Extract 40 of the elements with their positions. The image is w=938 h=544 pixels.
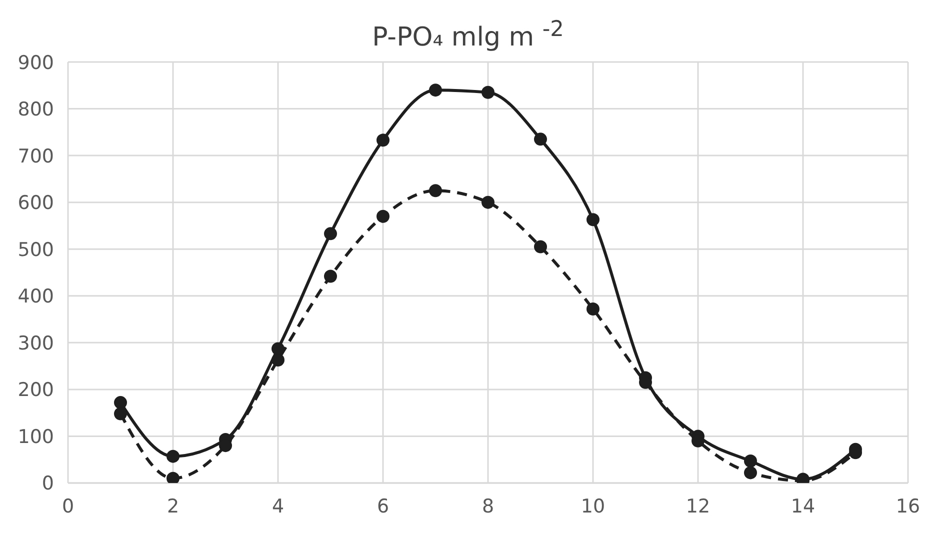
y-tick-label: 100 xyxy=(18,426,54,448)
x-tick-label: 14 xyxy=(790,495,816,518)
point xyxy=(114,407,127,420)
x-tick-label: 0 xyxy=(62,495,74,518)
y-tick-label: 400 xyxy=(18,286,54,308)
y-tick-label: 900 xyxy=(18,52,54,74)
point xyxy=(376,210,390,223)
x-tick-label: 8 xyxy=(482,495,494,518)
y-tick-label: 300 xyxy=(18,332,54,354)
point xyxy=(166,472,180,483)
point xyxy=(166,450,180,463)
x-tick-label: 2 xyxy=(166,495,180,518)
y-tick-label: 200 xyxy=(18,379,54,402)
x-tick-label: 12 xyxy=(686,495,710,518)
point xyxy=(744,466,757,480)
y-tick-label: 0 xyxy=(42,472,54,495)
y-tick-label: 800 xyxy=(18,98,54,121)
point xyxy=(534,240,547,254)
point xyxy=(482,86,494,99)
x-tick-label: 6 xyxy=(376,495,390,518)
point xyxy=(744,454,757,468)
y-tick-label: 500 xyxy=(18,238,54,261)
y-tick-label: 700 xyxy=(18,145,54,168)
point xyxy=(272,353,284,366)
point xyxy=(272,342,284,356)
point xyxy=(534,132,547,146)
y-tick-label: 600 xyxy=(18,192,54,214)
point xyxy=(114,396,127,410)
point xyxy=(376,134,390,147)
point xyxy=(324,227,337,240)
point xyxy=(586,213,600,226)
x-tick-label: 10 xyxy=(580,495,606,518)
point xyxy=(429,84,442,97)
chart-title: P-PO₄ mlg m $^{-2}$ xyxy=(371,16,565,53)
x-tick-label: 16 xyxy=(896,495,920,518)
point xyxy=(586,302,600,316)
x-tick-label: 4 xyxy=(272,495,284,518)
point xyxy=(482,196,494,209)
point xyxy=(324,270,337,283)
point xyxy=(429,184,442,198)
